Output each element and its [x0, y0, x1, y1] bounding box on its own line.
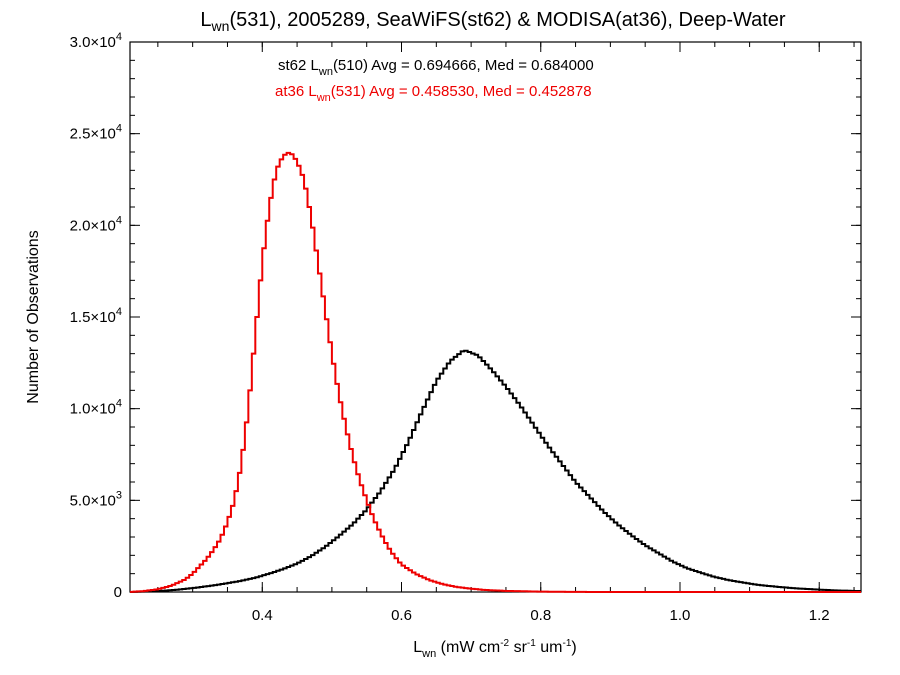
x-tick-label: 0.6: [391, 607, 412, 624]
xlabel-mid3: um: [536, 639, 563, 656]
series-line-1: [130, 151, 861, 593]
plot-frame: [129, 41, 862, 593]
title-pre: L: [200, 9, 211, 31]
annotation-at36-post: (531) Avg = 0.458530, Med = 0.452878: [331, 83, 592, 100]
series-line-0: [130, 349, 861, 593]
xlabel-sup2: -1: [527, 638, 536, 649]
annotation-at36-pre: at36 L: [275, 83, 317, 100]
y-tick-label: 1.0×104: [70, 398, 122, 418]
xlabel-sup3: -1: [562, 638, 571, 649]
xlabel-sub: wn: [421, 648, 436, 660]
xlabel-mid1: (mW cm: [436, 639, 500, 656]
xlabel-mid2: sr: [509, 639, 527, 656]
x-tick-label: 0.8: [530, 607, 551, 624]
annotation-st62: st62 Lwn(510) Avg = 0.694666, Med = 0.68…: [278, 57, 594, 78]
chart-title: Lwn(531), 2005289, SeaWiFS(st62) & MODIS…: [200, 9, 786, 34]
annotation-at36-sub: wn: [316, 92, 331, 104]
y-axis-label: Number of Observations: [25, 230, 42, 403]
annotation-at36: at36 Lwn(531) Avg = 0.458530, Med = 0.45…: [275, 83, 592, 104]
xlabel-sup1: -2: [500, 638, 509, 649]
y-tick-label: 2.5×104: [70, 123, 122, 143]
x-tick-label: 1.2: [809, 607, 830, 624]
x-tick-label: 1.0: [670, 607, 691, 624]
annotation-st62-sub: wn: [318, 66, 333, 78]
annotation-st62-pre: st62 L: [278, 57, 319, 74]
xlabel-pre: L: [413, 639, 422, 656]
annotation-st62-post: (510) Avg = 0.694666, Med = 0.684000: [333, 57, 594, 74]
xlabel-post: ): [571, 639, 576, 656]
series-group: [130, 151, 861, 593]
x-axis-label: Lwn (mW cm-2 sr-1 um-1): [413, 638, 576, 660]
y-tick-label: 3.0×104: [70, 31, 122, 51]
y-tick-label: 0: [114, 584, 122, 601]
y-tick-label: 1.5×104: [70, 306, 122, 326]
x-tick-label: 0.4: [252, 607, 273, 624]
y-tick-label: 2.0×104: [70, 214, 122, 234]
title-sub: wn: [211, 18, 230, 34]
title-post: (531), 2005289, SeaWiFS(st62) & MODISA(a…: [229, 9, 785, 31]
axis-ticks: 0.4 0.6 0.8 1.0 1.2 0 5.0×103 1.0×104 1.5×104 2.0…: [70, 31, 861, 624]
y-tick-label: 5.0×103: [70, 489, 122, 509]
